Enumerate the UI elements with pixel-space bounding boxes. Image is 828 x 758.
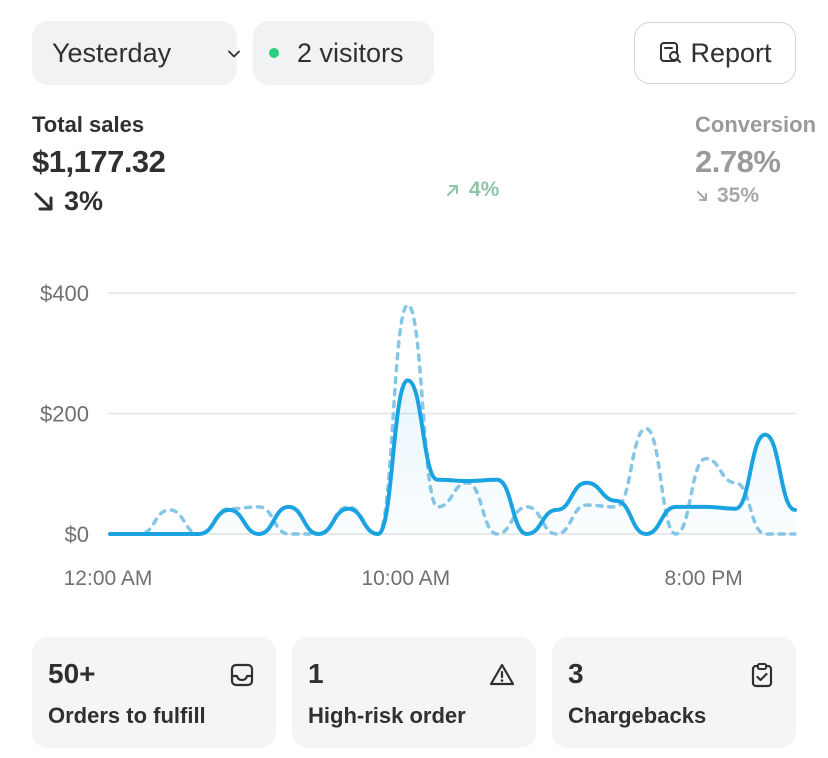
arrow-up-right-icon (447, 185, 458, 196)
metric-label: Conversion (695, 112, 817, 137)
live-dot-icon (269, 48, 279, 58)
y-tick-label: $0 (65, 522, 89, 547)
tile-chargebacks[interactable]: 3 Chargebacks (552, 637, 796, 748)
series-line-current (108, 378, 797, 536)
period-selector[interactable]: Yesterday (32, 21, 240, 85)
arrow-down-right-icon (34, 192, 53, 210)
series-area (110, 380, 795, 534)
metric-change-value: 35% (717, 184, 760, 207)
sales-chart[interactable]: $400 $200 $0 12:00 AM 10:00 AM 8:00 PM (0, 260, 828, 600)
tile-label: Chargebacks (568, 703, 707, 728)
report-label: Report (690, 37, 772, 68)
metric-value: $1,177.32 (32, 144, 166, 179)
clipboard-check-icon (751, 663, 773, 688)
y-tick-label: $400 (40, 281, 89, 306)
metric-change-value: 4% (469, 178, 500, 201)
metric-change: 3% (32, 186, 165, 217)
x-tick-label: 8:00 PM (665, 567, 743, 590)
metric-total-sales[interactable]: Total sales $1,177.32 3% (32, 112, 166, 217)
tile-orders-to-fulfill[interactable]: 50+ Orders to fulfill (32, 637, 276, 748)
inbox-icon (230, 663, 254, 687)
report-search-icon (660, 42, 682, 63)
metric-partial[interactable]: 4% (445, 178, 499, 202)
chevron-down-icon (228, 50, 240, 58)
metric-value: 2.78% (695, 144, 781, 179)
tile-count: 3 (568, 658, 584, 689)
x-tick-label: 10:00 AM (361, 567, 450, 590)
tile-label: Orders to fulfill (48, 703, 206, 728)
metric-label: Total sales (32, 112, 145, 137)
report-button[interactable]: Report (634, 22, 796, 84)
metric-change: 35% (695, 184, 816, 208)
tile-count: 1 (308, 658, 324, 689)
task-tiles: 50+ Orders to fulfill 1 High-risk order … (0, 637, 828, 749)
live-visitors-button[interactable]: 2 visitors (253, 21, 434, 85)
period-label: Yesterday (52, 37, 172, 68)
metric-conversion[interactable]: Conversion 2.78% 35% (695, 112, 816, 208)
tile-label: High-risk order (308, 703, 466, 728)
visitors-label: 2 visitors (297, 37, 404, 68)
metric-change-value: 3% (64, 186, 104, 216)
tile-high-risk-order[interactable]: 1 High-risk order (292, 637, 536, 748)
x-tick-label: 12:00 AM (64, 567, 153, 590)
warning-icon (489, 663, 515, 686)
arrow-down-right-icon (697, 191, 707, 201)
metric-change: 4% (445, 178, 499, 202)
y-tick-label: $200 (40, 402, 89, 427)
tile-count: 50+ (48, 658, 96, 689)
